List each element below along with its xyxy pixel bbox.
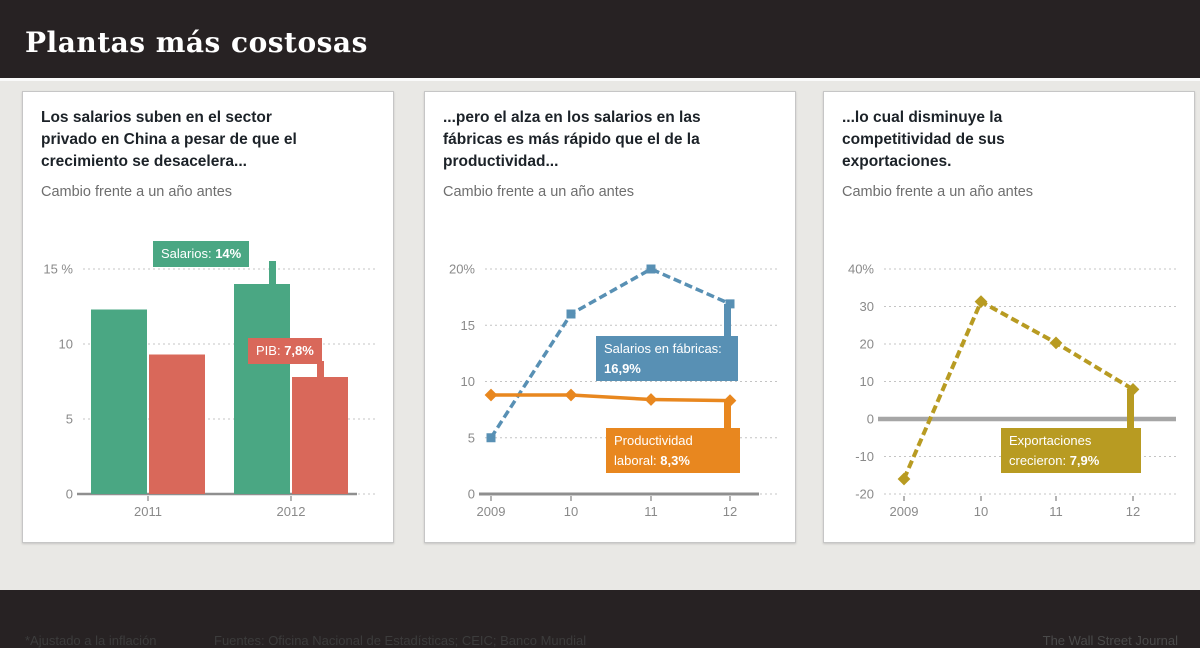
line-chart-svg: 0 5 10 15 20% 2009 10 11 12 <box>449 262 777 519</box>
svg-text:10: 10 <box>461 374 475 389</box>
page-title: Plantas más costosas <box>25 26 368 59</box>
bar-chart-svg: 0 5 10 15 % 2011 2012 <box>43 262 375 519</box>
sources: Fuentes: Oficina Nacional de Estadística… <box>214 633 587 648</box>
callout-label: Productividad laboral: <box>614 433 693 468</box>
callout-value: 16,9% <box>604 360 641 376</box>
svg-text:5: 5 <box>66 412 73 427</box>
panel-subtitle: Cambio frente a un año antes <box>443 184 635 200</box>
svg-text:10: 10 <box>974 504 988 519</box>
svg-text:2009: 2009 <box>890 504 919 519</box>
callout-tail-fabricas <box>724 304 731 338</box>
svg-text:10: 10 <box>564 504 578 519</box>
svg-text:20%: 20% <box>449 262 475 277</box>
callout-label: Salarios en fábricas: <box>604 341 722 356</box>
svg-text:2012: 2012 <box>277 504 306 519</box>
line-chart-fabricas-productividad: 0 5 10 15 20% 2009 10 11 12 <box>439 232 783 542</box>
callout-tail-pib <box>317 361 324 382</box>
svg-text:-20: -20 <box>855 487 874 502</box>
svg-text:5: 5 <box>468 430 475 445</box>
svg-text:15 %: 15 % <box>43 262 73 277</box>
svg-text:-10: -10 <box>855 449 874 464</box>
callout-productividad: Productividad laboral: 8,3% <box>606 428 740 473</box>
svg-text:11: 11 <box>644 504 658 519</box>
callout-value: 7,8% <box>284 343 314 358</box>
callout-value: 14% <box>215 246 242 261</box>
svg-text:12: 12 <box>723 504 737 519</box>
panel-salarios-pib: Los salarios suben en el sector privado … <box>22 91 394 543</box>
content-area: Los salarios suben en el sector privado … <box>0 78 1200 648</box>
bar-chart-salarios-pib: 0 5 10 15 % 2011 2012 <box>37 232 381 542</box>
panel-subtitle: Cambio frente a un año antes <box>41 184 233 200</box>
footnote: *Ajustado a la inflación <box>25 633 157 648</box>
svg-text:15: 15 <box>461 318 475 333</box>
svg-text:10: 10 <box>59 337 73 352</box>
panel-fabricas-productividad: ...pero el alza en los salarios en las f… <box>424 91 796 543</box>
callout-label: Salarios: <box>161 246 212 261</box>
svg-text:10: 10 <box>860 374 874 389</box>
panel-exportaciones: ...lo cual disminuye la competitividad d… <box>823 91 1195 543</box>
line-chart-exportaciones: -20 -10 0 10 20 30 40% 2009 10 11 12 <box>838 232 1182 542</box>
callout-value: 8,3% <box>660 452 690 468</box>
svg-text:40%: 40% <box>848 262 874 277</box>
svg-text:0: 0 <box>468 487 475 502</box>
callout-salarios: Salarios: 14% <box>153 241 250 267</box>
svg-text:12: 12 <box>1126 504 1140 519</box>
panel-subtitle: Cambio frente a un año antes <box>842 184 1034 200</box>
callout-pib: PIB: 7,8% <box>248 338 322 364</box>
svg-text:2011: 2011 <box>134 504 162 519</box>
credit: The Wall Street Journal <box>1042 633 1178 648</box>
callout-fabricas: Salarios en fábricas: 16,9% <box>596 336 738 381</box>
callout-label: PIB: <box>256 343 281 358</box>
callout-tail-exportaciones <box>1127 389 1134 430</box>
svg-text:2009: 2009 <box>477 504 506 519</box>
svg-text:20: 20 <box>860 337 874 352</box>
callout-label: Exportaciones crecieron: <box>1009 433 1092 468</box>
panel-headline: Los salarios suben en el sector privado … <box>41 109 297 170</box>
callout-value: 7,9% <box>1069 452 1100 468</box>
line-chart-svg: -20 -10 0 10 20 30 40% 2009 10 11 12 <box>848 262 1176 519</box>
callout-tail-salarios <box>269 261 276 289</box>
svg-text:30: 30 <box>860 299 874 314</box>
callout-exportaciones: Exportaciones crecieron: 7,9% <box>1001 428 1141 473</box>
svg-text:0: 0 <box>66 487 73 502</box>
svg-text:0: 0 <box>867 412 874 427</box>
panel-headline: ...pero el alza en los salarios en las f… <box>443 109 701 170</box>
svg-text:11: 11 <box>1049 504 1063 519</box>
callout-tail-productividad <box>724 401 731 430</box>
infographic-canvas: { "title": "Plantas más costosas", "pane… <box>0 26 1200 648</box>
panel-headline: ...lo cual disminuye la competitividad d… <box>842 109 1005 170</box>
